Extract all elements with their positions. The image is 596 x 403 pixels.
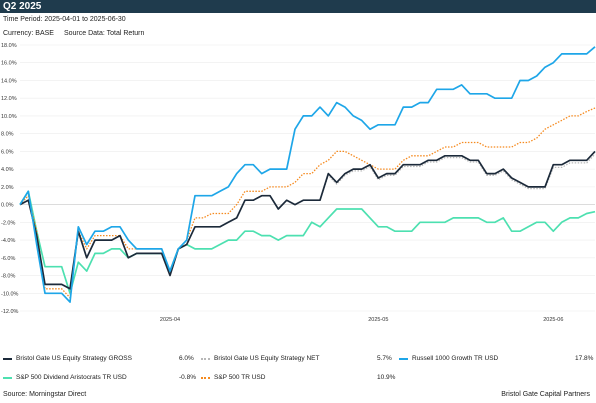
legend-value: 10.9% [377, 374, 396, 381]
legend-label: S&P 500 Dividend Aristocrats TR USD [16, 374, 127, 381]
y-tick-label: 12.0% [1, 96, 17, 102]
series-line [19, 107, 596, 299]
y-axis-ticks: -12.0% -10.0% -8.0% -6.0% -4.0% -2.0% 0.0% 2.0%… [1, 43, 19, 315]
y-tick-label: -2.0% [1, 220, 15, 226]
x-tick-label: 2025-05 [368, 317, 388, 323]
legend-label: Bristol Gate US Equity Strategy NET [214, 355, 320, 362]
legend-swatch [3, 358, 12, 360]
y-tick-label: -12.0% [1, 309, 19, 315]
grid-lines [20, 44, 595, 312]
legend-label: S&P 500 TR USD [214, 374, 266, 381]
legend-value: 5.7% [377, 355, 392, 362]
y-tick-label: 6.0% [1, 149, 14, 155]
y-tick-label: 8.0% [1, 132, 14, 138]
brand-footnote: Bristol Gate Capital Partners [501, 391, 590, 398]
y-tick-label: -4.0% [1, 238, 15, 244]
y-tick-label: -6.0% [1, 256, 15, 262]
meta-info: Currency: BASE Source Data: Total Return [3, 30, 144, 37]
y-tick-label: 4.0% [1, 167, 14, 173]
legend-value: -0.8% [179, 374, 196, 381]
source-data-label: Source Data: Total Return [63, 30, 145, 37]
time-period-label: Time Period: 2025-04-01 to 2025-06-30 [3, 16, 126, 23]
series-line [19, 46, 596, 303]
series-line [19, 150, 596, 290]
chart-title: Q2 2025 [0, 0, 596, 13]
x-tick-label: 2025-06 [543, 317, 563, 323]
legend-swatch [399, 358, 408, 360]
line-chart: -12.0% -10.0% -8.0% -6.0% -4.0% -2.0% 0.0% 2.0%… [1, 43, 596, 323]
y-tick-label: 14.0% [1, 78, 17, 84]
series-lines [19, 46, 596, 303]
legend: Bristol Gate US Equity Strategy GROSS 6.0… [0, 352, 596, 388]
y-tick-label: -10.0% [1, 291, 19, 297]
y-tick-label: -8.0% [1, 274, 15, 280]
y-tick-label: 10.0% [1, 114, 17, 120]
legend-value: 17.8% [575, 355, 594, 362]
legend-swatch [201, 377, 210, 379]
y-tick-label: 2.0% [1, 185, 14, 191]
series-line [19, 190, 596, 295]
legend-value: 6.0% [179, 355, 194, 362]
legend-swatch [201, 358, 210, 360]
y-tick-label: 16.0% [1, 61, 17, 67]
source-footnote: Source: Morningstar Direct [3, 391, 87, 398]
legend-label: Bristol Gate US Equity Strategy GROSS [16, 355, 132, 362]
legend-label: Russell 1000 Growth TR USD [412, 355, 499, 362]
x-axis-ticks: 2025-04 2025-05 2025-06 [160, 317, 564, 323]
y-tick-label: 0.0% [1, 203, 14, 209]
currency-label: Currency: BASE [3, 30, 54, 37]
legend-swatch [3, 377, 12, 379]
y-tick-label: 18.0% [1, 43, 17, 49]
x-tick-label: 2025-04 [160, 317, 180, 323]
